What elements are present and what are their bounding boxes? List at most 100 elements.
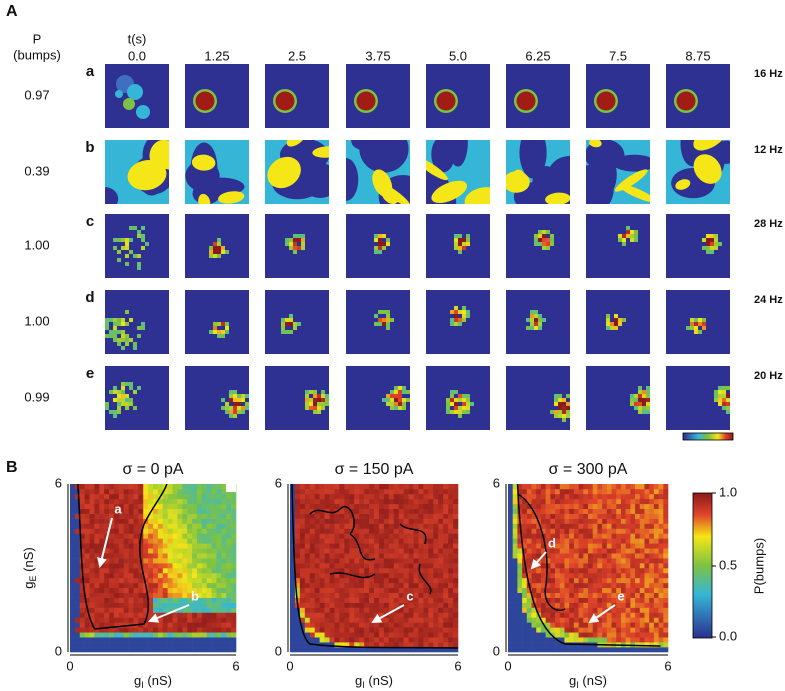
pixel <box>710 246 714 250</box>
pixel <box>313 402 317 406</box>
heat-cell <box>588 597 594 603</box>
heat-cell <box>148 484 154 490</box>
heat-cell <box>354 577 360 584</box>
heat-cell <box>123 518 129 524</box>
contour <box>516 483 661 647</box>
heat-cell <box>74 498 81 505</box>
heat-cell <box>644 582 650 589</box>
heat-cell <box>438 582 444 589</box>
heat-cell <box>138 543 144 549</box>
heat-cell <box>526 627 532 633</box>
heat-cell <box>555 508 561 514</box>
heat-cell <box>616 592 622 598</box>
heat-cell <box>359 543 365 549</box>
heat-cell <box>99 597 105 603</box>
heat-cell <box>438 558 444 564</box>
heat-cell <box>522 607 528 613</box>
heat-cell <box>290 602 296 608</box>
heat-cell <box>644 513 650 519</box>
pixel <box>297 322 301 326</box>
heat-cell <box>639 637 645 643</box>
heat-cell <box>635 533 641 539</box>
heat-cell <box>309 518 316 524</box>
pixel <box>121 322 125 326</box>
heat-cell <box>569 553 575 559</box>
heat-cell <box>536 513 542 519</box>
heat-cell <box>290 582 296 589</box>
heat-cell <box>79 533 85 539</box>
heat-cell <box>616 533 622 539</box>
pixel <box>538 314 542 318</box>
pixel <box>117 398 121 402</box>
pixel <box>458 310 462 314</box>
heat-cell <box>211 612 217 618</box>
heat-cell <box>508 518 514 524</box>
heat-cell <box>536 548 542 554</box>
heat-cell <box>304 563 311 569</box>
pixel <box>233 394 237 398</box>
row-letter: c <box>86 213 94 230</box>
pixel <box>702 238 706 242</box>
heat-cell <box>398 592 404 598</box>
heat-cell <box>649 503 655 510</box>
heat-cell <box>508 493 514 500</box>
pixel <box>209 254 213 258</box>
heat-cell <box>79 617 85 623</box>
heat-cell <box>113 617 120 623</box>
heat-cell <box>162 548 168 554</box>
heat-cell <box>616 572 622 579</box>
heat-cell <box>157 592 164 598</box>
snapshot <box>105 214 169 278</box>
heat-cell <box>597 518 603 524</box>
heat-cell <box>162 568 168 574</box>
heat-cell <box>359 592 365 598</box>
heat-cell <box>148 597 154 603</box>
heat-cell <box>606 622 612 628</box>
heat-cell <box>89 498 95 505</box>
heat-cell <box>403 563 409 569</box>
colorbar-tick-label: 0.5 <box>719 557 737 572</box>
pixel <box>113 330 117 334</box>
heat-cell <box>177 617 183 623</box>
heat-cell <box>153 632 159 638</box>
pixel <box>245 402 249 406</box>
heat-cell <box>443 632 449 638</box>
heat-cell <box>349 553 355 559</box>
heat-cell <box>123 513 129 519</box>
heat-cell <box>334 543 340 549</box>
heat-cell <box>378 558 385 564</box>
heat-cell <box>433 592 439 598</box>
heat-cell <box>644 627 650 633</box>
pixel <box>638 410 642 414</box>
heat-cell <box>329 617 335 623</box>
heat-cell <box>639 513 645 519</box>
heat-cell <box>383 582 390 589</box>
heat-cell <box>583 632 589 638</box>
heat-cell <box>602 498 608 505</box>
heat-cell <box>192 602 198 608</box>
heat-cell <box>512 503 518 510</box>
pixel <box>562 402 566 406</box>
heat-cell <box>536 572 542 579</box>
heat-cell <box>294 508 301 514</box>
pixel <box>454 246 458 250</box>
heat-cell <box>201 602 208 608</box>
heat-cell <box>201 513 208 519</box>
heat-cell <box>639 563 645 569</box>
heat-cell <box>143 538 149 544</box>
heat-cell <box>196 612 203 618</box>
pixel <box>113 238 117 242</box>
heat-cell <box>611 528 617 534</box>
pixel <box>638 398 642 402</box>
heat-cell <box>118 637 125 643</box>
heat-cell <box>453 533 459 539</box>
heat-cell <box>512 602 518 608</box>
heat-cell <box>324 563 330 569</box>
heat-cell <box>512 528 518 534</box>
heat-cell <box>128 582 134 589</box>
pixel <box>117 390 121 394</box>
heat-cell <box>423 597 429 603</box>
heat-cell <box>349 597 355 603</box>
heat-cell <box>517 553 523 559</box>
heat-cell <box>187 582 193 589</box>
